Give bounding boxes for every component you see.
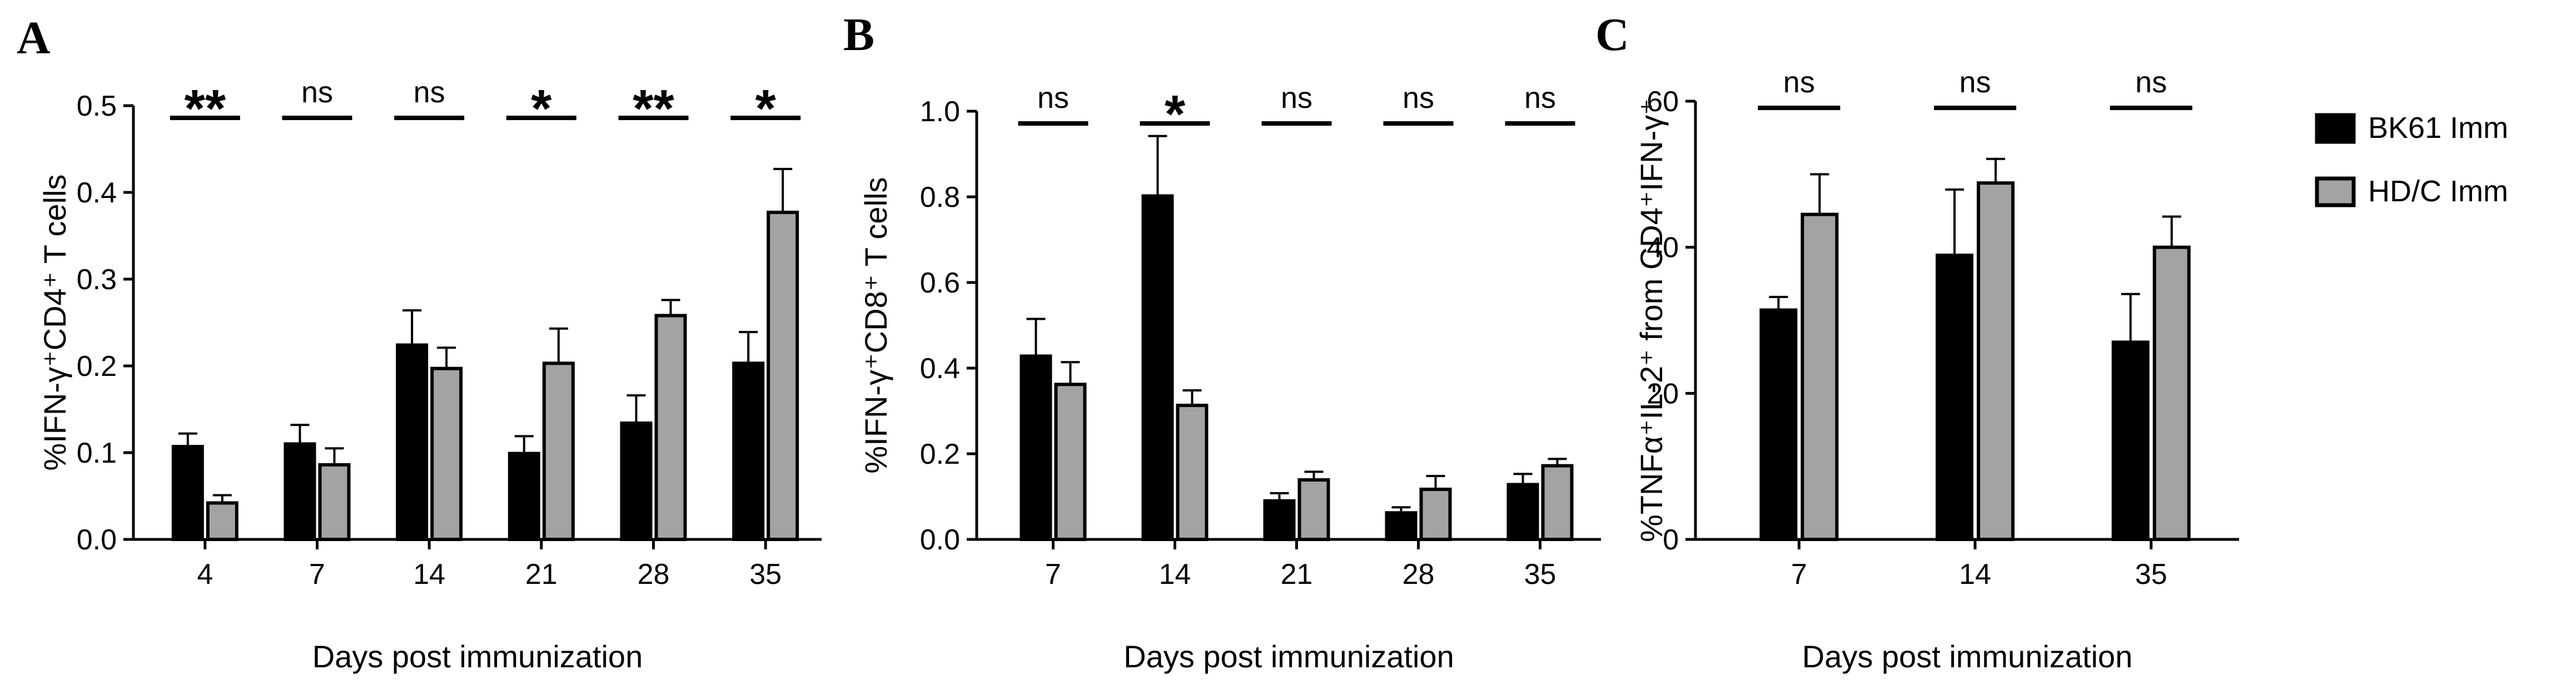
panel-a-letter: A [17,12,51,64]
x-tick-label: 7 [1791,558,1807,591]
x-tick-label: 14 [413,558,445,591]
y-axis-title: %IFN-γ⁺CD8⁺ T cells [858,177,893,473]
significance-label: * [755,79,776,138]
bar-hdc [542,361,575,541]
y-tick-label: 0.2 [920,438,960,470]
significance-label: * [531,79,552,138]
y-tick-label: 0.6 [920,267,960,299]
x-axis-title: Days post immunization [1123,639,1454,674]
legend: BK61 Imm HD/C Imm [2315,111,2508,208]
panel-b-letter: B [843,9,874,61]
y-tick-label: 40 [1647,232,1679,264]
y-tick-label: 0.1 [77,437,117,469]
x-tick-label: 35 [1524,558,1556,591]
panel-c: C 0 20 40 60 7 ns 14 ns 35 ns Days post immunizati… [1595,9,2239,674]
y-tick-label: 0.4 [77,177,117,209]
bar-hdc [1801,212,1839,542]
bar-hdc [206,501,238,541]
significance-label: ns [1403,81,1434,115]
bar-bk61 [1141,194,1174,541]
bar-hdc [430,366,463,541]
bar-hdc [1054,383,1087,541]
x-tick-label: 4 [197,558,213,591]
x-tick-label: 7 [1045,558,1061,591]
y-tick-label: 0.3 [77,264,117,296]
bar-hdc [1176,403,1209,541]
bar-bk61 [620,421,653,542]
bar-bk61 [1263,499,1296,542]
panel-b: B 0.0 0.2 0.4 0.6 0.8 1.0 7 ns 14 * 21 ns 28 ns 35 ns Da… [843,9,1601,674]
significance-label: ** [184,79,226,138]
bar-bk61 [1506,483,1539,541]
x-axis-title: Days post immunization [312,639,643,674]
significance-label: ns [301,76,333,109]
y-tick-label: 0.5 [77,90,117,122]
y-axis-title: %TNFα⁺IL-2⁺ from CD4⁺IFN-γ⁺ [1634,98,1669,542]
bar-bk61 [508,452,540,541]
bar-bk61 [1020,354,1052,541]
significance-label: ns [414,76,445,109]
legend-swatch-hdc [2315,176,2356,207]
y-tick-label: 0.4 [920,353,960,385]
significance-label: ns [1281,81,1312,115]
significance-label: ns [1037,81,1069,115]
y-axis-title: %IFN-γ⁺CD4⁺ T cells [37,174,72,470]
bar-hdc [318,463,351,542]
x-tick-label: 21 [525,558,558,591]
bar-bk61 [1385,511,1418,542]
bar-hdc [767,210,799,541]
y-tick-label: 1.0 [920,96,960,128]
bar-hdc [1297,478,1330,541]
bar-hdc [654,314,687,542]
y-tick-label: 20 [1647,378,1679,410]
y-tick-label: 0 [1663,524,1679,556]
y-tick-label: 0.0 [77,524,117,556]
x-axis-title: Days post immunization [1802,639,2132,674]
panel-a: A 0.0 0.1 0.2 0.3 0.4 0.5 4 ** 7 ns 14 ns 21 * 28 ** 35 *… [17,12,822,674]
bar-hdc [1419,487,1452,541]
x-tick-label: 14 [1159,558,1191,591]
x-tick-label: 14 [1959,558,1991,591]
x-tick-label: 7 [309,558,325,591]
legend-label-hdc: HD/C Imm [2368,175,2508,208]
x-tick-label: 28 [1403,558,1435,591]
y-tick-label: 60 [1647,86,1679,118]
bar-bk61 [1759,308,1798,541]
x-tick-label: 28 [638,558,670,591]
y-tick-label: 0.8 [920,181,960,214]
bar-bk61 [396,343,429,541]
bar-hdc [2152,245,2191,541]
significance-label: ns [2135,66,2167,99]
bar-bk61 [1936,254,1973,541]
y-tick-label: 0.0 [920,524,960,556]
bar-hdc [1977,181,2015,541]
significance-label: ns [1783,66,1815,99]
legend-label-bk61: BK61 Imm [2368,111,2508,145]
x-tick-label: 35 [749,558,782,591]
bar-bk61 [2111,340,2150,542]
panel-c-letter: C [1595,9,1629,61]
legend-swatch-bk61 [2315,113,2356,144]
significance-label: * [1165,85,1186,144]
bar-bk61 [284,442,316,542]
bar-bk61 [732,361,765,541]
significance-label: ns [1524,81,1556,115]
x-tick-label: 21 [1281,558,1313,591]
significance-label: ns [1959,66,1991,99]
x-tick-label: 35 [2135,558,2167,591]
bar-bk61 [171,445,204,542]
significance-label: ** [633,79,674,138]
y-tick-label: 0.2 [77,350,117,383]
bar-hdc [1541,464,1574,541]
